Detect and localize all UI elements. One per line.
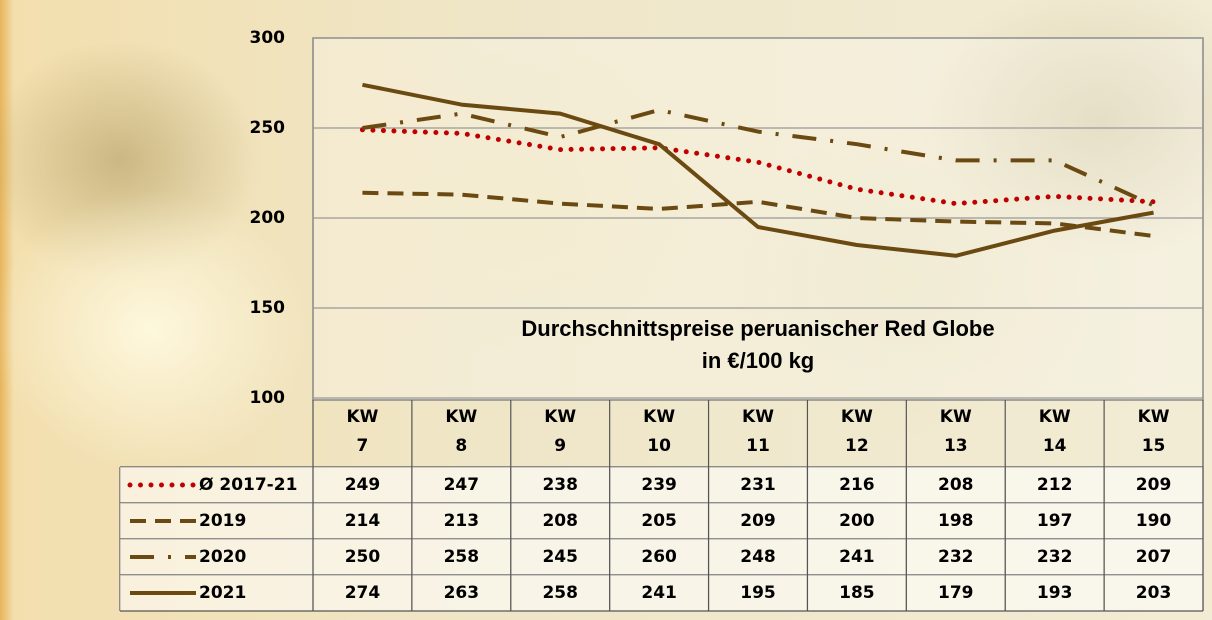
page: Durchschnittspreise peruanischer Red Glo… xyxy=(0,0,1212,620)
table-value: 208 xyxy=(938,475,974,495)
table-value: 247 xyxy=(444,475,480,495)
y-tick-label: 200 xyxy=(250,208,286,228)
table-value: 179 xyxy=(938,583,974,603)
table-value: 216 xyxy=(839,475,875,495)
chart-title: in €/100 kg xyxy=(702,348,815,373)
table-value: 198 xyxy=(938,511,974,531)
table-value: 207 xyxy=(1136,547,1172,567)
y-tick-label: 150 xyxy=(250,298,286,318)
table-value: 200 xyxy=(839,511,875,531)
table-value: 203 xyxy=(1136,583,1172,603)
table-value: 241 xyxy=(641,583,677,603)
y-tick-label: 250 xyxy=(250,118,286,138)
table-value: 245 xyxy=(542,547,578,567)
table-value: 190 xyxy=(1136,511,1172,531)
chart-title: Durchschnittspreise peruanischer Red Glo… xyxy=(521,316,994,341)
table-value: 213 xyxy=(444,511,480,531)
table-value: 258 xyxy=(542,583,578,603)
table-value: 214 xyxy=(345,511,381,531)
table-value: 185 xyxy=(839,583,875,603)
table-value: 209 xyxy=(740,511,776,531)
y-tick-label: 100 xyxy=(250,388,286,408)
table-value: 239 xyxy=(641,475,677,495)
table-value: 250 xyxy=(345,547,381,567)
legend-label: Ø 2017-21 xyxy=(199,475,297,495)
legend-label: 2020 xyxy=(199,547,246,567)
table-value: 197 xyxy=(1037,511,1073,531)
table-value: 231 xyxy=(740,475,776,495)
chart: Durchschnittspreise peruanischer Red Glo… xyxy=(0,0,1212,620)
table-value: 209 xyxy=(1136,475,1172,495)
table-value: 260 xyxy=(641,547,677,567)
table-value: 212 xyxy=(1037,475,1073,495)
y-tick-label: 300 xyxy=(250,28,286,48)
table-value: 208 xyxy=(542,511,578,531)
table-value: 274 xyxy=(345,583,381,603)
table-value: 248 xyxy=(740,547,776,567)
table-value: 205 xyxy=(641,511,677,531)
legend-label: 2021 xyxy=(199,583,246,603)
table-value: 263 xyxy=(444,583,480,603)
table-value: 193 xyxy=(1037,583,1073,603)
table-value: 238 xyxy=(542,475,578,495)
table-value: 258 xyxy=(444,547,480,567)
plot-area xyxy=(313,38,1203,400)
table-value: 195 xyxy=(740,583,776,603)
table-value: 249 xyxy=(345,475,381,495)
table-value: 232 xyxy=(938,547,974,567)
table-value: 232 xyxy=(1037,547,1073,567)
legend-label: 2019 xyxy=(199,511,246,531)
table-value: 241 xyxy=(839,547,875,567)
